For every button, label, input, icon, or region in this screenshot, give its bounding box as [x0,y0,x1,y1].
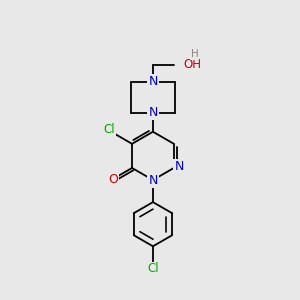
Text: Cl: Cl [147,262,159,275]
Text: N: N [175,160,184,173]
Text: OH: OH [184,58,202,70]
Text: N: N [148,75,158,88]
Text: N: N [148,173,158,187]
Text: H: H [191,49,199,59]
Text: N: N [148,106,158,119]
Text: Cl: Cl [103,123,115,136]
Text: O: O [108,172,118,185]
